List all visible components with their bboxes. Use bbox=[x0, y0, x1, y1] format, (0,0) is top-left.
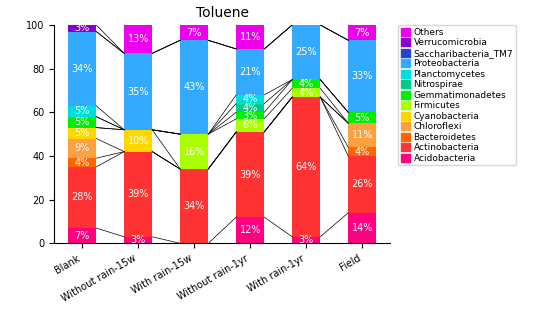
Text: 39%: 39% bbox=[240, 169, 261, 180]
Text: 5%: 5% bbox=[74, 106, 90, 116]
Text: 4%: 4% bbox=[299, 79, 314, 89]
Text: 7%: 7% bbox=[354, 27, 370, 38]
Bar bbox=[348, 213, 376, 243]
Text: 13%: 13% bbox=[127, 34, 149, 44]
Bar bbox=[124, 237, 152, 243]
Text: 3%: 3% bbox=[299, 235, 314, 245]
Bar bbox=[292, 80, 320, 88]
Text: 7%: 7% bbox=[74, 231, 90, 241]
Text: 6%: 6% bbox=[243, 120, 258, 130]
Text: 43%: 43% bbox=[184, 82, 205, 92]
Text: 4%: 4% bbox=[243, 94, 258, 104]
Text: 4%: 4% bbox=[75, 158, 90, 168]
Bar bbox=[180, 40, 208, 134]
Bar bbox=[124, 25, 152, 53]
Text: 25%: 25% bbox=[295, 47, 317, 57]
Bar bbox=[348, 147, 376, 156]
Legend: Others, Verrucomicrobia, Saccharibacteria_TM7, Proteobacteria, Planctomycetes, N: Others, Verrucomicrobia, Saccharibacteri… bbox=[398, 25, 516, 165]
Text: 34%: 34% bbox=[72, 64, 93, 74]
Text: 33%: 33% bbox=[352, 71, 373, 81]
Text: 3%: 3% bbox=[75, 23, 90, 33]
Bar bbox=[124, 130, 152, 152]
Text: 35%: 35% bbox=[127, 86, 149, 97]
Bar bbox=[68, 228, 96, 243]
Bar bbox=[236, 132, 264, 217]
Text: 64%: 64% bbox=[295, 162, 317, 172]
Text: 26%: 26% bbox=[351, 179, 373, 189]
Text: 14%: 14% bbox=[352, 223, 373, 233]
Bar bbox=[236, 95, 264, 104]
Text: 21%: 21% bbox=[240, 67, 261, 77]
Text: 34%: 34% bbox=[184, 201, 205, 211]
Bar bbox=[236, 119, 264, 132]
Bar bbox=[348, 112, 376, 123]
Text: 9%: 9% bbox=[75, 143, 90, 154]
Bar bbox=[236, 49, 264, 95]
Bar bbox=[124, 152, 152, 237]
Text: 10%: 10% bbox=[127, 136, 149, 146]
Bar bbox=[292, 237, 320, 243]
Title: Toluene: Toluene bbox=[196, 6, 249, 20]
Bar bbox=[180, 134, 208, 169]
Text: 11%: 11% bbox=[352, 130, 373, 140]
Text: 7%: 7% bbox=[186, 27, 202, 38]
Bar bbox=[68, 128, 96, 139]
Text: 28%: 28% bbox=[72, 193, 93, 202]
Bar bbox=[124, 53, 152, 130]
Bar bbox=[292, 25, 320, 80]
Bar bbox=[348, 156, 376, 213]
Bar bbox=[180, 25, 208, 40]
Bar bbox=[348, 123, 376, 147]
Text: 16%: 16% bbox=[184, 147, 205, 157]
Text: 4%: 4% bbox=[299, 88, 314, 98]
Bar bbox=[68, 32, 96, 106]
Bar bbox=[292, 97, 320, 237]
Bar bbox=[236, 104, 264, 112]
Text: 12%: 12% bbox=[240, 225, 261, 235]
Bar bbox=[236, 25, 264, 49]
Text: 39%: 39% bbox=[127, 189, 149, 199]
Bar bbox=[68, 158, 96, 167]
Bar bbox=[180, 169, 208, 243]
Bar bbox=[68, 167, 96, 228]
Bar bbox=[292, 88, 320, 97]
Text: 4%: 4% bbox=[354, 147, 370, 157]
Text: 5%: 5% bbox=[74, 128, 90, 138]
Bar bbox=[236, 112, 264, 119]
Text: 4%: 4% bbox=[243, 103, 258, 113]
Bar bbox=[68, 139, 96, 158]
Bar bbox=[68, 117, 96, 128]
Text: 11%: 11% bbox=[240, 32, 261, 42]
Text: 5%: 5% bbox=[74, 117, 90, 127]
Bar bbox=[348, 25, 376, 40]
Text: 3%: 3% bbox=[131, 235, 146, 245]
Text: 5%: 5% bbox=[354, 113, 370, 123]
Bar bbox=[68, 106, 96, 117]
Bar bbox=[68, 25, 96, 32]
Text: 3%: 3% bbox=[243, 110, 258, 121]
Bar bbox=[236, 217, 264, 243]
Bar bbox=[348, 40, 376, 112]
